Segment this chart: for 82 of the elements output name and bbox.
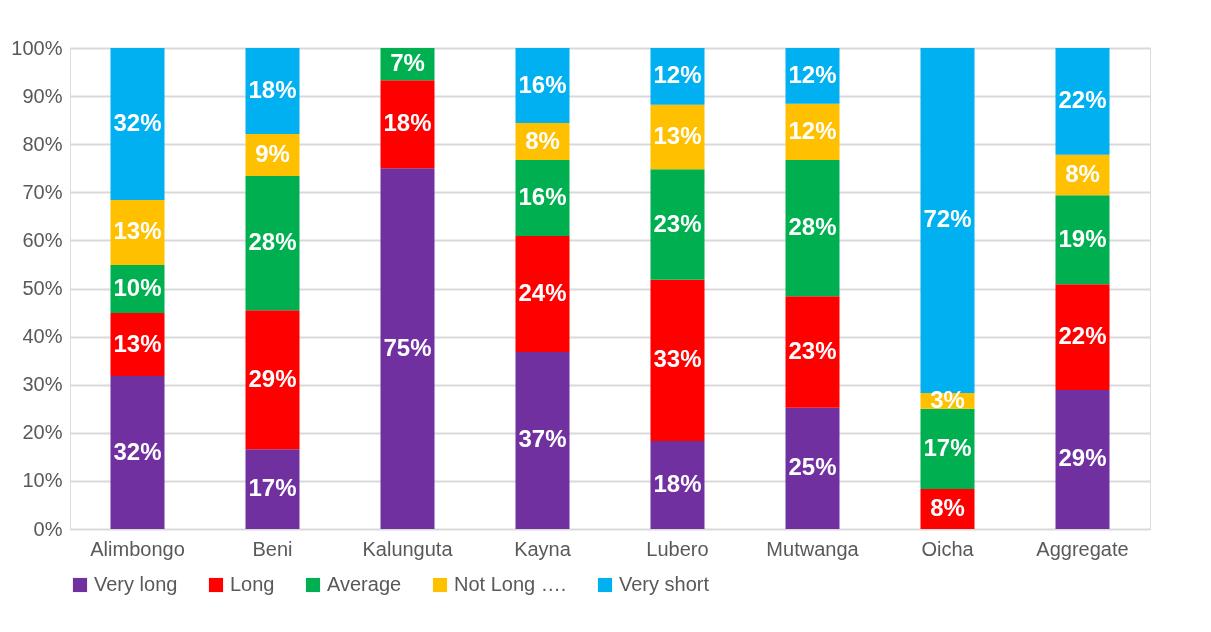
bar (515, 351, 570, 529)
data-label: 17% (923, 433, 972, 461)
data-label: 18% (383, 109, 432, 137)
bar (650, 440, 705, 529)
bar (515, 236, 570, 352)
y-tick-label: 50% (22, 277, 63, 299)
data-label: 3% (930, 385, 965, 413)
x-tick-label: Mutwanga (766, 537, 860, 560)
data-label: 25% (788, 453, 837, 481)
data-label: 37% (518, 425, 567, 453)
bar (245, 310, 300, 450)
bar (650, 169, 705, 280)
y-tick-label: 40% (22, 325, 63, 348)
data-label: 12% (788, 60, 837, 88)
y-tick-label: 70% (22, 180, 63, 203)
data-label: 8% (525, 126, 560, 154)
data-label: 8% (930, 494, 965, 522)
data-label: 18% (653, 469, 702, 497)
legend-label: Very long (94, 573, 178, 595)
data-label: 22% (1058, 322, 1107, 350)
bar (1055, 284, 1110, 390)
bar (650, 279, 705, 441)
data-label: 8% (1065, 159, 1100, 187)
y-tick-label: 10% (22, 469, 63, 492)
x-tick-label: Aggregate (1036, 537, 1129, 560)
bar (785, 296, 840, 408)
data-label: 17% (248, 474, 297, 502)
x-tick-label: Beni (252, 537, 293, 560)
x-tick-label: Kayna (514, 537, 572, 560)
bar (1055, 195, 1110, 285)
bar (110, 48, 165, 200)
x-tick-label: Oicha (921, 537, 975, 560)
data-label: 16% (518, 70, 567, 98)
legend-label: Not Long …. (454, 573, 567, 595)
y-tick-label: 30% (22, 373, 63, 396)
data-label: 16% (518, 183, 567, 211)
y-tick-label: 0% (33, 517, 63, 540)
data-label: 33% (653, 345, 702, 373)
data-label: 29% (1058, 444, 1107, 472)
data-label: 7% (390, 49, 425, 77)
data-label: 28% (248, 228, 297, 256)
y-tick-label: 80% (22, 132, 63, 155)
data-label: 32% (113, 437, 162, 465)
data-label: 32% (113, 109, 162, 136)
data-label: 28% (788, 213, 837, 241)
x-tick-label: Alimbongo (90, 537, 185, 560)
data-label: 75% (383, 333, 432, 361)
bar (785, 407, 840, 529)
data-label: 13% (113, 329, 162, 357)
bar (920, 48, 975, 393)
bar (920, 408, 975, 490)
y-tick-label: 90% (22, 84, 63, 107)
x-tick-label: Kalunguta (362, 537, 454, 560)
y-tick-label: 20% (22, 421, 63, 444)
data-label: 9% (255, 140, 290, 168)
y-tick-label: 60% (22, 228, 63, 251)
legend-label: Long (230, 573, 275, 595)
x-tick-label: Lubero (646, 537, 709, 560)
legend-label: Very short (619, 573, 710, 595)
data-label: 13% (653, 121, 702, 149)
bar (380, 80, 435, 169)
bar (245, 175, 300, 311)
data-label: 19% (1058, 224, 1107, 252)
data-label: 24% (518, 279, 567, 307)
bar (110, 376, 165, 529)
data-label: 23% (653, 209, 702, 237)
data-label: 12% (788, 116, 837, 144)
data-label: 23% (788, 336, 837, 364)
data-label: 13% (113, 217, 162, 245)
bar (785, 160, 840, 297)
y-tick-label: 100% (11, 36, 63, 59)
data-label: 72% (923, 205, 972, 233)
data-label: 10% (113, 273, 162, 301)
data-label: 22% (1058, 86, 1107, 114)
bar (380, 168, 435, 529)
bar (1055, 48, 1110, 155)
data-label: 18% (248, 76, 297, 104)
legend-label: Average (327, 573, 402, 595)
bar (1055, 389, 1110, 529)
data-label: 29% (248, 364, 297, 392)
data-label: 12% (653, 61, 702, 89)
bar (245, 449, 300, 529)
